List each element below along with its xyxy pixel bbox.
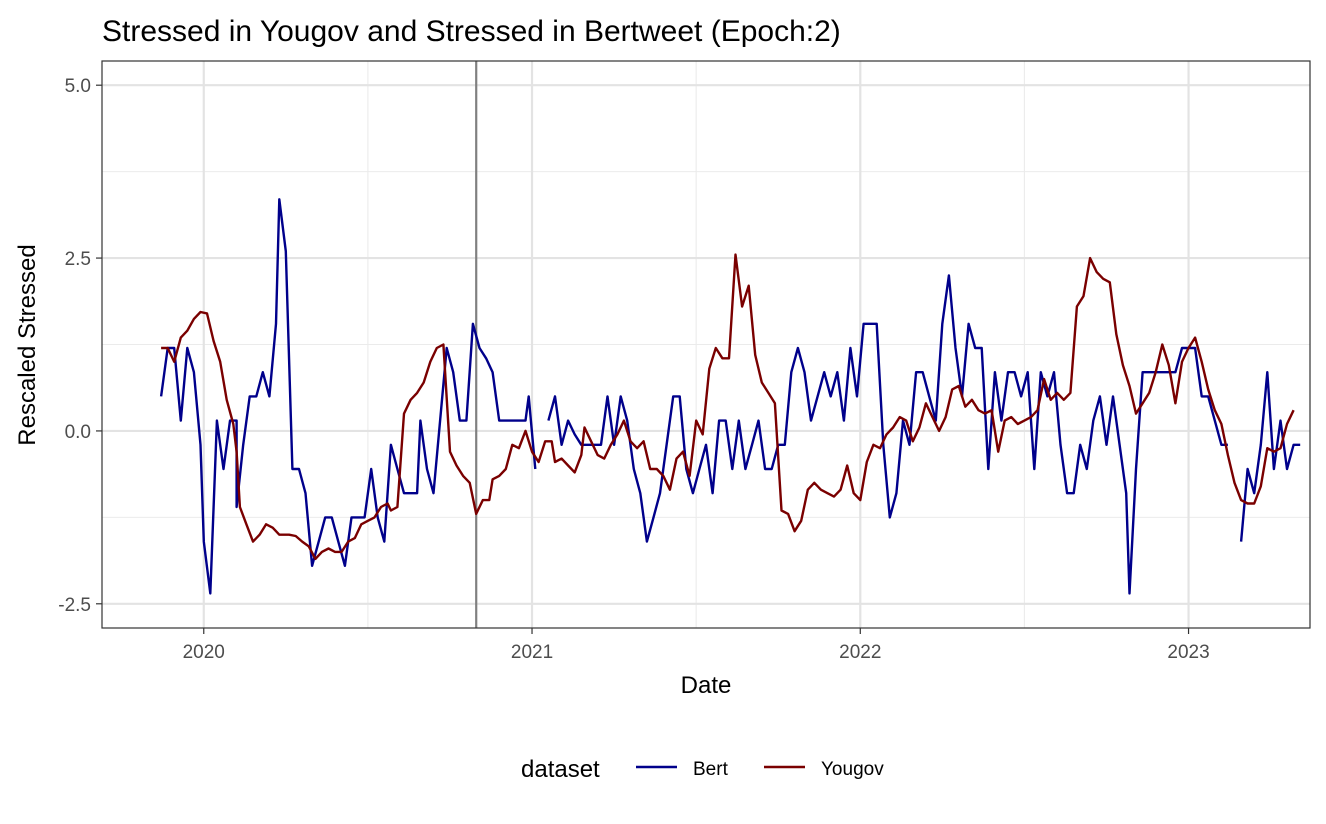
- x-tick-label: 2022: [839, 642, 881, 663]
- x-axis-title: Date: [681, 672, 732, 699]
- y-axis-title: Rescaled Stressed: [14, 244, 41, 445]
- legend-title: dataset: [521, 756, 600, 783]
- legend-label-bert: Bert: [693, 759, 729, 780]
- series-line-bert: [159, 198, 1301, 595]
- y-tick-label: 5.0: [65, 76, 91, 97]
- legend-label-yougov: Yougov: [821, 759, 884, 780]
- panel-border: [101, 60, 1311, 629]
- legend: dataset Bert Yougov: [521, 756, 884, 783]
- chart-title: Stressed in Yougov and Stressed in Bertw…: [102, 15, 841, 48]
- y-tick-label: -2.5: [58, 595, 91, 616]
- series-line-yougov: [161, 253, 1295, 561]
- grid: [102, 61, 1310, 628]
- x-tick-label: 2023: [1167, 642, 1209, 663]
- legend-items: Bert Yougov: [636, 759, 884, 780]
- y-tick-label: 0.0: [65, 422, 91, 443]
- axes: 5.0 2.5 0.0 -2.5 2020 2021 2022 2023: [58, 76, 1209, 663]
- x-tick-label: 2021: [511, 642, 553, 663]
- y-tick-label: 2.5: [65, 249, 91, 270]
- series-layer: [159, 198, 1301, 595]
- x-tick-label: 2020: [183, 642, 225, 663]
